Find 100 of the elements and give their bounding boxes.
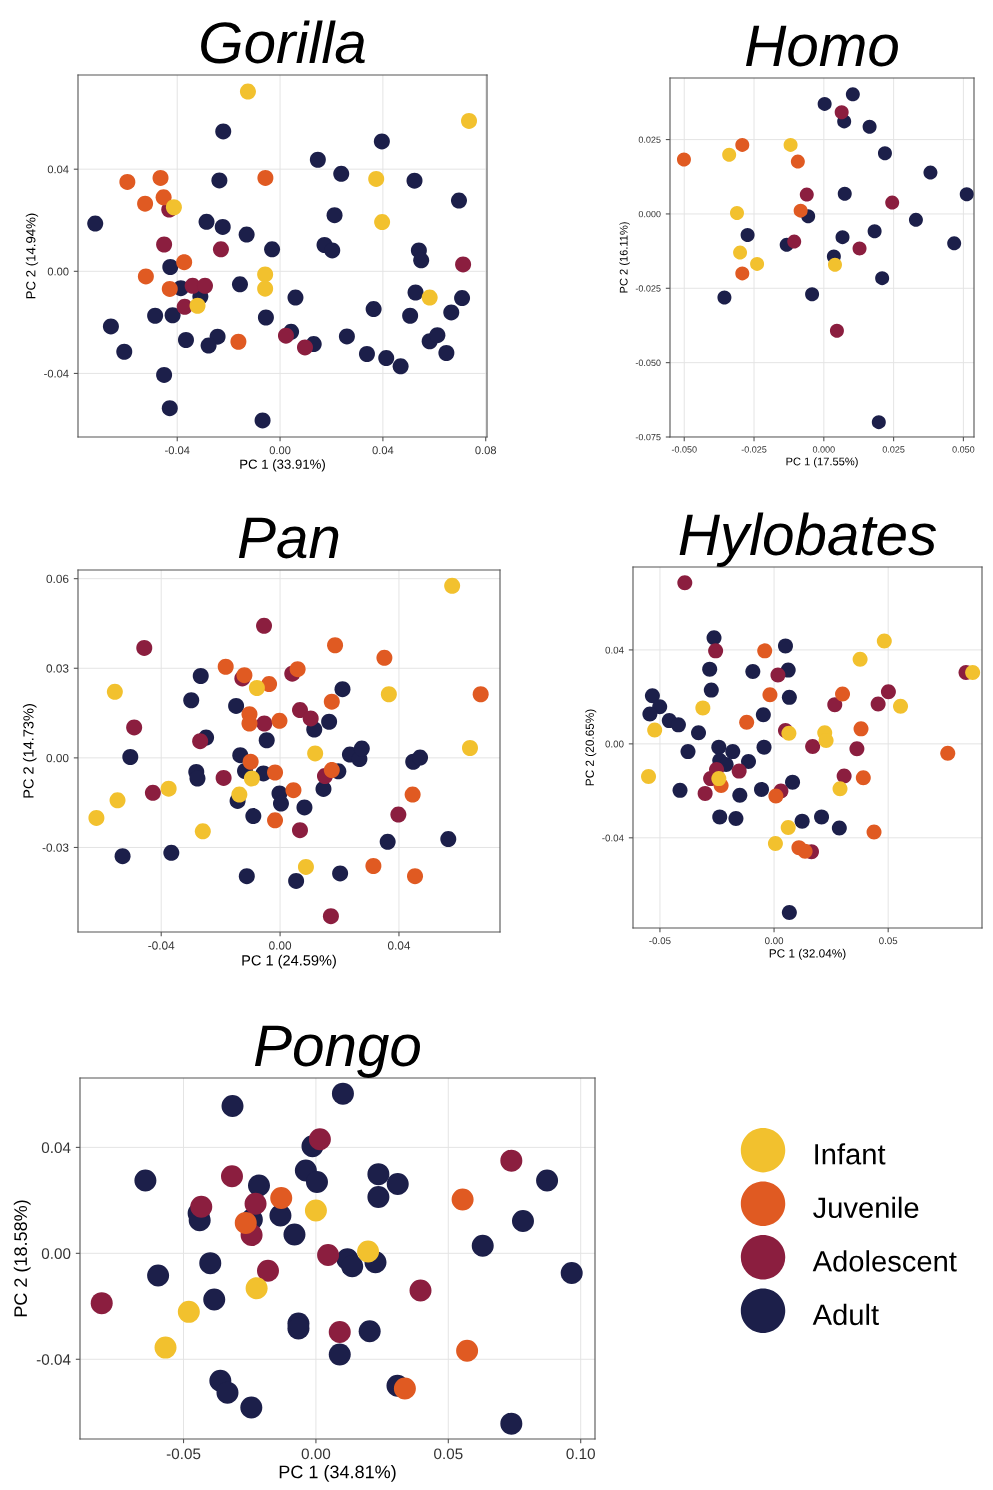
point	[256, 1259, 279, 1282]
point	[451, 1188, 474, 1211]
point	[647, 722, 663, 738]
point	[106, 683, 123, 700]
chart-title: Gorilla	[201, 20, 365, 64]
point	[220, 1165, 243, 1188]
point	[155, 189, 172, 206]
point	[297, 858, 314, 875]
point	[200, 337, 217, 354]
point	[88, 809, 105, 826]
point	[407, 284, 424, 301]
chart-title: Pongo	[254, 1025, 420, 1078]
point	[147, 1264, 170, 1287]
point	[785, 774, 801, 790]
point	[216, 1381, 239, 1404]
point	[267, 812, 284, 829]
point	[876, 633, 892, 649]
point	[87, 215, 104, 232]
legend-label: Infant	[815, 1143, 886, 1165]
point	[243, 770, 260, 787]
point	[712, 809, 728, 825]
x-tick-label: 0.00	[301, 1448, 331, 1460]
point	[165, 199, 182, 216]
point	[429, 327, 446, 344]
point	[357, 1240, 380, 1263]
point	[725, 744, 741, 760]
point	[805, 287, 820, 302]
point	[254, 412, 271, 429]
point	[511, 1210, 534, 1233]
point	[102, 318, 119, 335]
point	[198, 213, 215, 230]
x-tick-label: 0.05	[879, 937, 898, 945]
point	[870, 696, 886, 712]
point	[119, 173, 136, 190]
point	[328, 1343, 351, 1366]
point	[471, 1234, 494, 1257]
point	[783, 137, 798, 152]
point	[217, 658, 234, 675]
point	[832, 781, 848, 797]
x-tick-label: -0.05	[166, 1448, 201, 1460]
point	[644, 688, 660, 704]
x-tick-label: 0.04	[387, 941, 411, 950]
point	[702, 661, 718, 677]
point	[965, 664, 981, 680]
point	[292, 702, 308, 719]
point	[817, 96, 832, 111]
point	[277, 327, 294, 344]
legend-label: Adolescent	[812, 1250, 957, 1272]
x-axis-title: PC 1 (17.55%)	[786, 457, 858, 468]
y-axis-title: PC 2 (14.94%)	[25, 213, 39, 299]
point	[378, 350, 395, 367]
point	[695, 700, 711, 716]
x-tick-label: 0.00	[269, 446, 291, 455]
point	[271, 712, 288, 729]
chart-title: Homo	[746, 25, 898, 67]
point	[324, 242, 341, 259]
x-tick-label: 0.10	[566, 1448, 595, 1460]
point	[365, 857, 382, 874]
point	[818, 733, 834, 749]
point	[708, 643, 724, 659]
point	[126, 719, 143, 736]
y-tick-label: -0.04	[36, 1354, 71, 1365]
x-tick-label: -0.04	[148, 941, 175, 950]
point	[793, 203, 808, 218]
point	[413, 252, 430, 269]
point	[257, 169, 274, 186]
y-axis-title: PC 2 (14.73%)	[22, 704, 37, 798]
point	[162, 258, 179, 275]
point	[256, 715, 273, 732]
point	[137, 268, 154, 285]
point	[154, 1336, 177, 1359]
point	[341, 1255, 364, 1278]
point	[177, 1300, 200, 1323]
point	[835, 230, 850, 245]
x-axis-title: PC 1 (33.91%)	[240, 459, 325, 472]
point	[461, 112, 478, 129]
point	[393, 1377, 416, 1400]
point	[754, 781, 770, 797]
point	[827, 257, 842, 272]
point	[189, 297, 206, 314]
point	[247, 1174, 270, 1197]
point	[670, 717, 686, 733]
point	[147, 307, 164, 324]
point	[152, 169, 169, 186]
point	[797, 843, 813, 859]
point	[444, 577, 461, 594]
y-tick-label: 0.00	[46, 753, 69, 763]
point	[161, 280, 178, 297]
point	[144, 784, 161, 801]
point	[326, 207, 343, 224]
point	[443, 304, 460, 321]
point	[703, 682, 719, 698]
x-tick-label: -0.050	[671, 446, 697, 453]
x-tick-label: 0.04	[372, 446, 394, 455]
x-tick-label: 0.050	[952, 446, 975, 453]
point	[379, 833, 396, 850]
point	[740, 228, 755, 243]
point	[880, 684, 896, 700]
point	[257, 280, 274, 297]
point	[438, 345, 455, 362]
